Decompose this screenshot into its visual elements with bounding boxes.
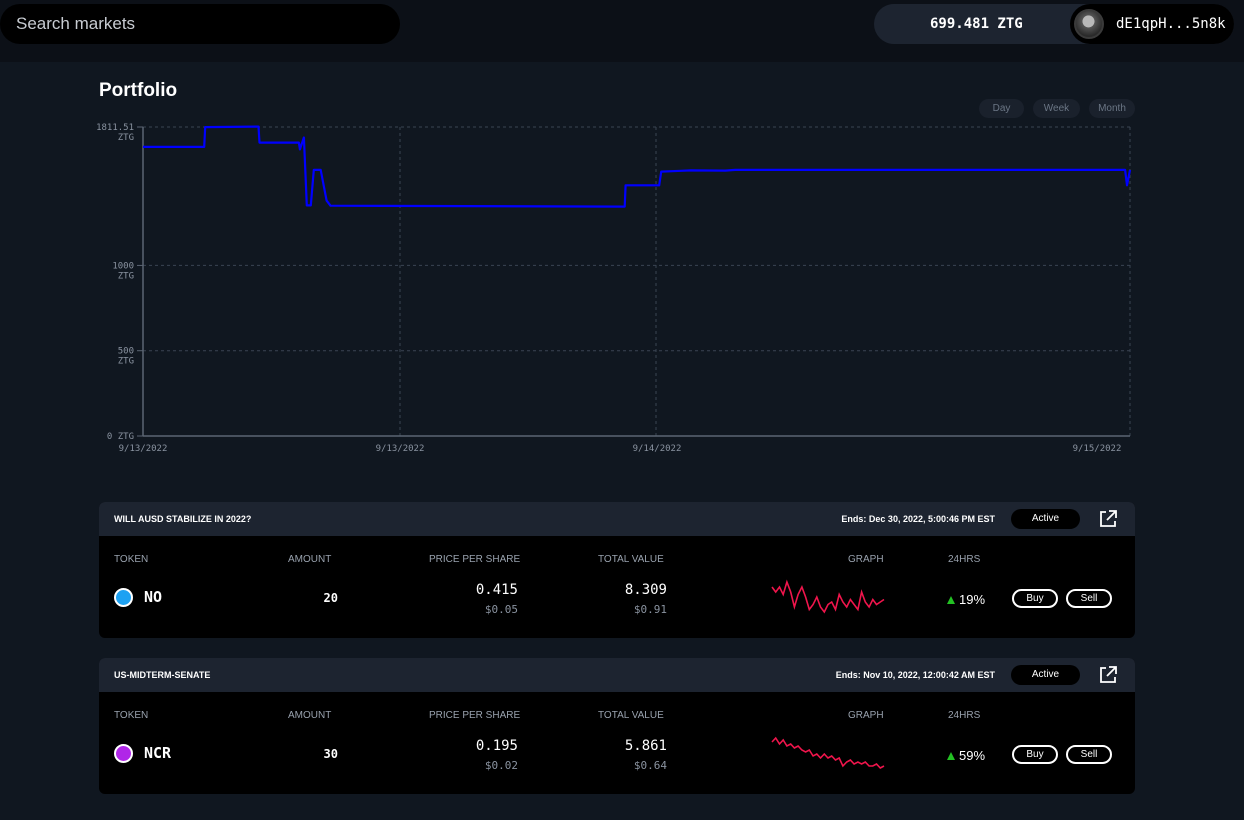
y-tick-label: 1000: [112, 261, 134, 271]
column-header-price: PRICE PER SHARE: [429, 710, 521, 721]
change-24h-value: 59%: [959, 748, 986, 763]
portfolio-value-line: [143, 125, 1132, 208]
ztg-balance: 699.481 ZTG: [930, 16, 1023, 32]
avatar: [1074, 9, 1104, 39]
column-header-amount: AMOUNT: [288, 554, 332, 565]
external-link-icon[interactable]: [1097, 664, 1119, 686]
price-per-share-usd: $0.05: [484, 603, 518, 616]
total-value-usd: $0.64: [633, 759, 667, 772]
column-header-24hrs: 24HRS: [948, 554, 981, 565]
page-title: Portfolio: [99, 80, 178, 101]
market-name[interactable]: WILL AUSD STABILIZE IN 2022?: [114, 514, 252, 524]
status-badge: Active: [1011, 665, 1080, 685]
total-value: 8.309: [624, 582, 667, 598]
column-header-graph: GRAPH: [848, 554, 884, 565]
y-tick-label: 500: [118, 347, 134, 357]
range-week-button[interactable]: Week: [1033, 99, 1080, 118]
column-header-token: TOKEN: [114, 554, 149, 565]
token-amount: 30: [323, 747, 338, 761]
price-per-share: 0.415: [475, 582, 518, 598]
column-header-graph: GRAPH: [848, 710, 884, 721]
market-end-date: Ends: Dec 30, 2022, 5:00:46 PM EST: [841, 514, 995, 524]
y-tick-label: ZTG: [118, 271, 134, 281]
top-bar: 699.481 ZTG dE1qpH...5n8k: [0, 0, 1244, 62]
up-arrow-icon: [947, 751, 955, 760]
price-per-share-usd: $0.02: [484, 759, 518, 772]
column-header-24hrs: 24HRS: [948, 710, 981, 721]
market-end-date: Ends: Nov 10, 2022, 12:00:42 AM EST: [835, 670, 995, 680]
status-badge: Active: [1011, 509, 1080, 529]
buy-button[interactable]: Buy: [1012, 589, 1058, 608]
column-header-token: TOKEN: [114, 710, 149, 721]
range-month-button[interactable]: Month: [1089, 99, 1135, 118]
y-tick-label: 1811.51: [96, 123, 134, 133]
token-amount: 20: [323, 591, 338, 605]
total-value-usd: $0.91: [633, 603, 667, 616]
search-input[interactable]: [16, 14, 400, 34]
token-name: NO: [144, 588, 163, 606]
token-color-dot: [114, 588, 133, 607]
column-header-total: TOTAL VALUE: [598, 554, 664, 565]
column-header-total: TOTAL VALUE: [598, 710, 664, 721]
account-button[interactable]: dE1qpH...5n8k: [1070, 4, 1234, 44]
change-24h-value: 19%: [959, 592, 986, 607]
market-name[interactable]: US-MIDTERM-SENATE: [114, 670, 211, 680]
change-24h: 59%: [947, 748, 985, 763]
x-tick-label: 9/13/2022: [119, 444, 168, 454]
x-tick-label: 9/13/2022: [376, 444, 425, 454]
buy-button[interactable]: Buy: [1012, 745, 1058, 764]
sell-button[interactable]: Sell: [1066, 745, 1112, 764]
up-arrow-icon: [947, 595, 955, 604]
y-tick-label: ZTG: [118, 357, 134, 367]
market-card-header: US-MIDTERM-SENATE Ends: Nov 10, 2022, 12…: [99, 658, 1135, 692]
price-sparkline: [771, 579, 885, 614]
total-value: 5.861: [624, 738, 667, 754]
price-per-share: 0.195: [475, 738, 518, 754]
market-card-header: WILL AUSD STABILIZE IN 2022? Ends: Dec 3…: [99, 502, 1135, 536]
y-tick-label: ZTG: [118, 133, 134, 143]
market-card: WILL AUSD STABILIZE IN 2022? Ends: Dec 3…: [99, 502, 1135, 638]
token-color-dot: [114, 744, 133, 763]
column-header-amount: AMOUNT: [288, 710, 332, 721]
account-address: dE1qpH...5n8k: [1116, 16, 1226, 32]
market-card: US-MIDTERM-SENATE Ends: Nov 10, 2022, 12…: [99, 658, 1135, 794]
search-bar[interactable]: [0, 4, 400, 44]
range-day-button[interactable]: Day: [979, 99, 1024, 118]
y-tick-label: 0 ZTG: [107, 432, 134, 442]
price-sparkline: [771, 736, 885, 769]
column-header-price: PRICE PER SHARE: [429, 554, 521, 565]
external-link-icon[interactable]: [1097, 508, 1119, 530]
change-24h: 19%: [947, 592, 985, 607]
x-tick-label: 9/14/2022: [633, 444, 682, 454]
token-name: NCR: [144, 744, 172, 762]
wallet-widget: 699.481 ZTG dE1qpH...5n8k: [874, 4, 1234, 44]
sell-button[interactable]: Sell: [1066, 589, 1112, 608]
x-tick-label: 9/15/2022: [1073, 444, 1122, 454]
